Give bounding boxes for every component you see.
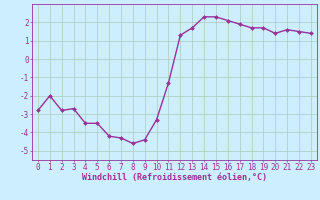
X-axis label: Windchill (Refroidissement éolien,°C): Windchill (Refroidissement éolien,°C): [82, 173, 267, 182]
